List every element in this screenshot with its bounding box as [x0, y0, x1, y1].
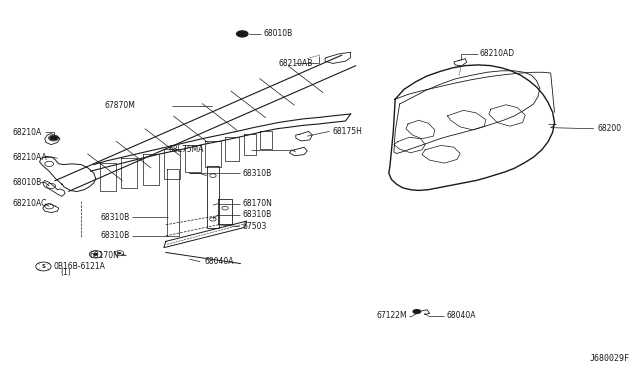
Circle shape	[236, 30, 248, 38]
Text: 68210AC: 68210AC	[13, 199, 47, 208]
Circle shape	[49, 135, 58, 141]
Text: 68170N: 68170N	[90, 251, 119, 260]
Text: (1): (1)	[60, 268, 71, 277]
Text: 68210AA: 68210AA	[13, 153, 47, 162]
Text: 68310B: 68310B	[243, 210, 271, 219]
Text: 67503: 67503	[243, 222, 267, 231]
Text: J680029F: J680029F	[589, 354, 629, 363]
Text: 68210AD: 68210AD	[479, 49, 515, 58]
Text: S: S	[42, 264, 45, 269]
Text: 68310B: 68310B	[243, 169, 271, 177]
Text: 68010B: 68010B	[13, 178, 42, 187]
Text: 68170N: 68170N	[243, 199, 272, 208]
Text: 67870M: 67870M	[104, 101, 135, 110]
Text: 68200: 68200	[597, 124, 621, 133]
Text: 68175H: 68175H	[333, 127, 363, 136]
Text: 68310B: 68310B	[101, 213, 130, 222]
Text: 68210AB: 68210AB	[278, 59, 313, 68]
Circle shape	[412, 309, 421, 314]
Text: 67122M: 67122M	[376, 311, 406, 320]
Text: 68010B: 68010B	[264, 29, 293, 38]
Text: 68040A: 68040A	[446, 311, 476, 320]
Text: 68040A: 68040A	[204, 257, 234, 266]
Text: 68L75MA: 68L75MA	[168, 145, 204, 154]
Circle shape	[117, 252, 121, 254]
Text: 68210A: 68210A	[13, 128, 42, 137]
Text: 68310B: 68310B	[101, 231, 130, 240]
Circle shape	[93, 253, 99, 256]
Text: 0B16B-6121A: 0B16B-6121A	[54, 262, 106, 271]
